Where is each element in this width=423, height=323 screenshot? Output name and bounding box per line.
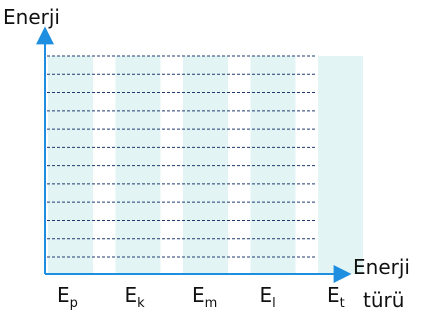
- category-label: Ep: [57, 283, 78, 311]
- category-labels: Ep Ek Em El Et: [57, 283, 345, 311]
- category-label: Em: [192, 283, 217, 311]
- x-axis-label-line2: türü: [363, 288, 404, 312]
- x-axis-label-line1: Enerji: [353, 255, 410, 279]
- category-column: [183, 56, 228, 274]
- category-label: Ek: [125, 283, 146, 311]
- category-column: [115, 56, 161, 274]
- category-column: [318, 56, 363, 274]
- dashed-gridlines: [47, 55, 317, 258]
- category-column: [48, 56, 93, 274]
- y-axis-label: Enerji: [3, 5, 60, 29]
- category-column: [250, 56, 296, 274]
- category-label: El: [260, 283, 276, 311]
- category-columns: [48, 56, 363, 274]
- category-label: Et: [327, 283, 345, 311]
